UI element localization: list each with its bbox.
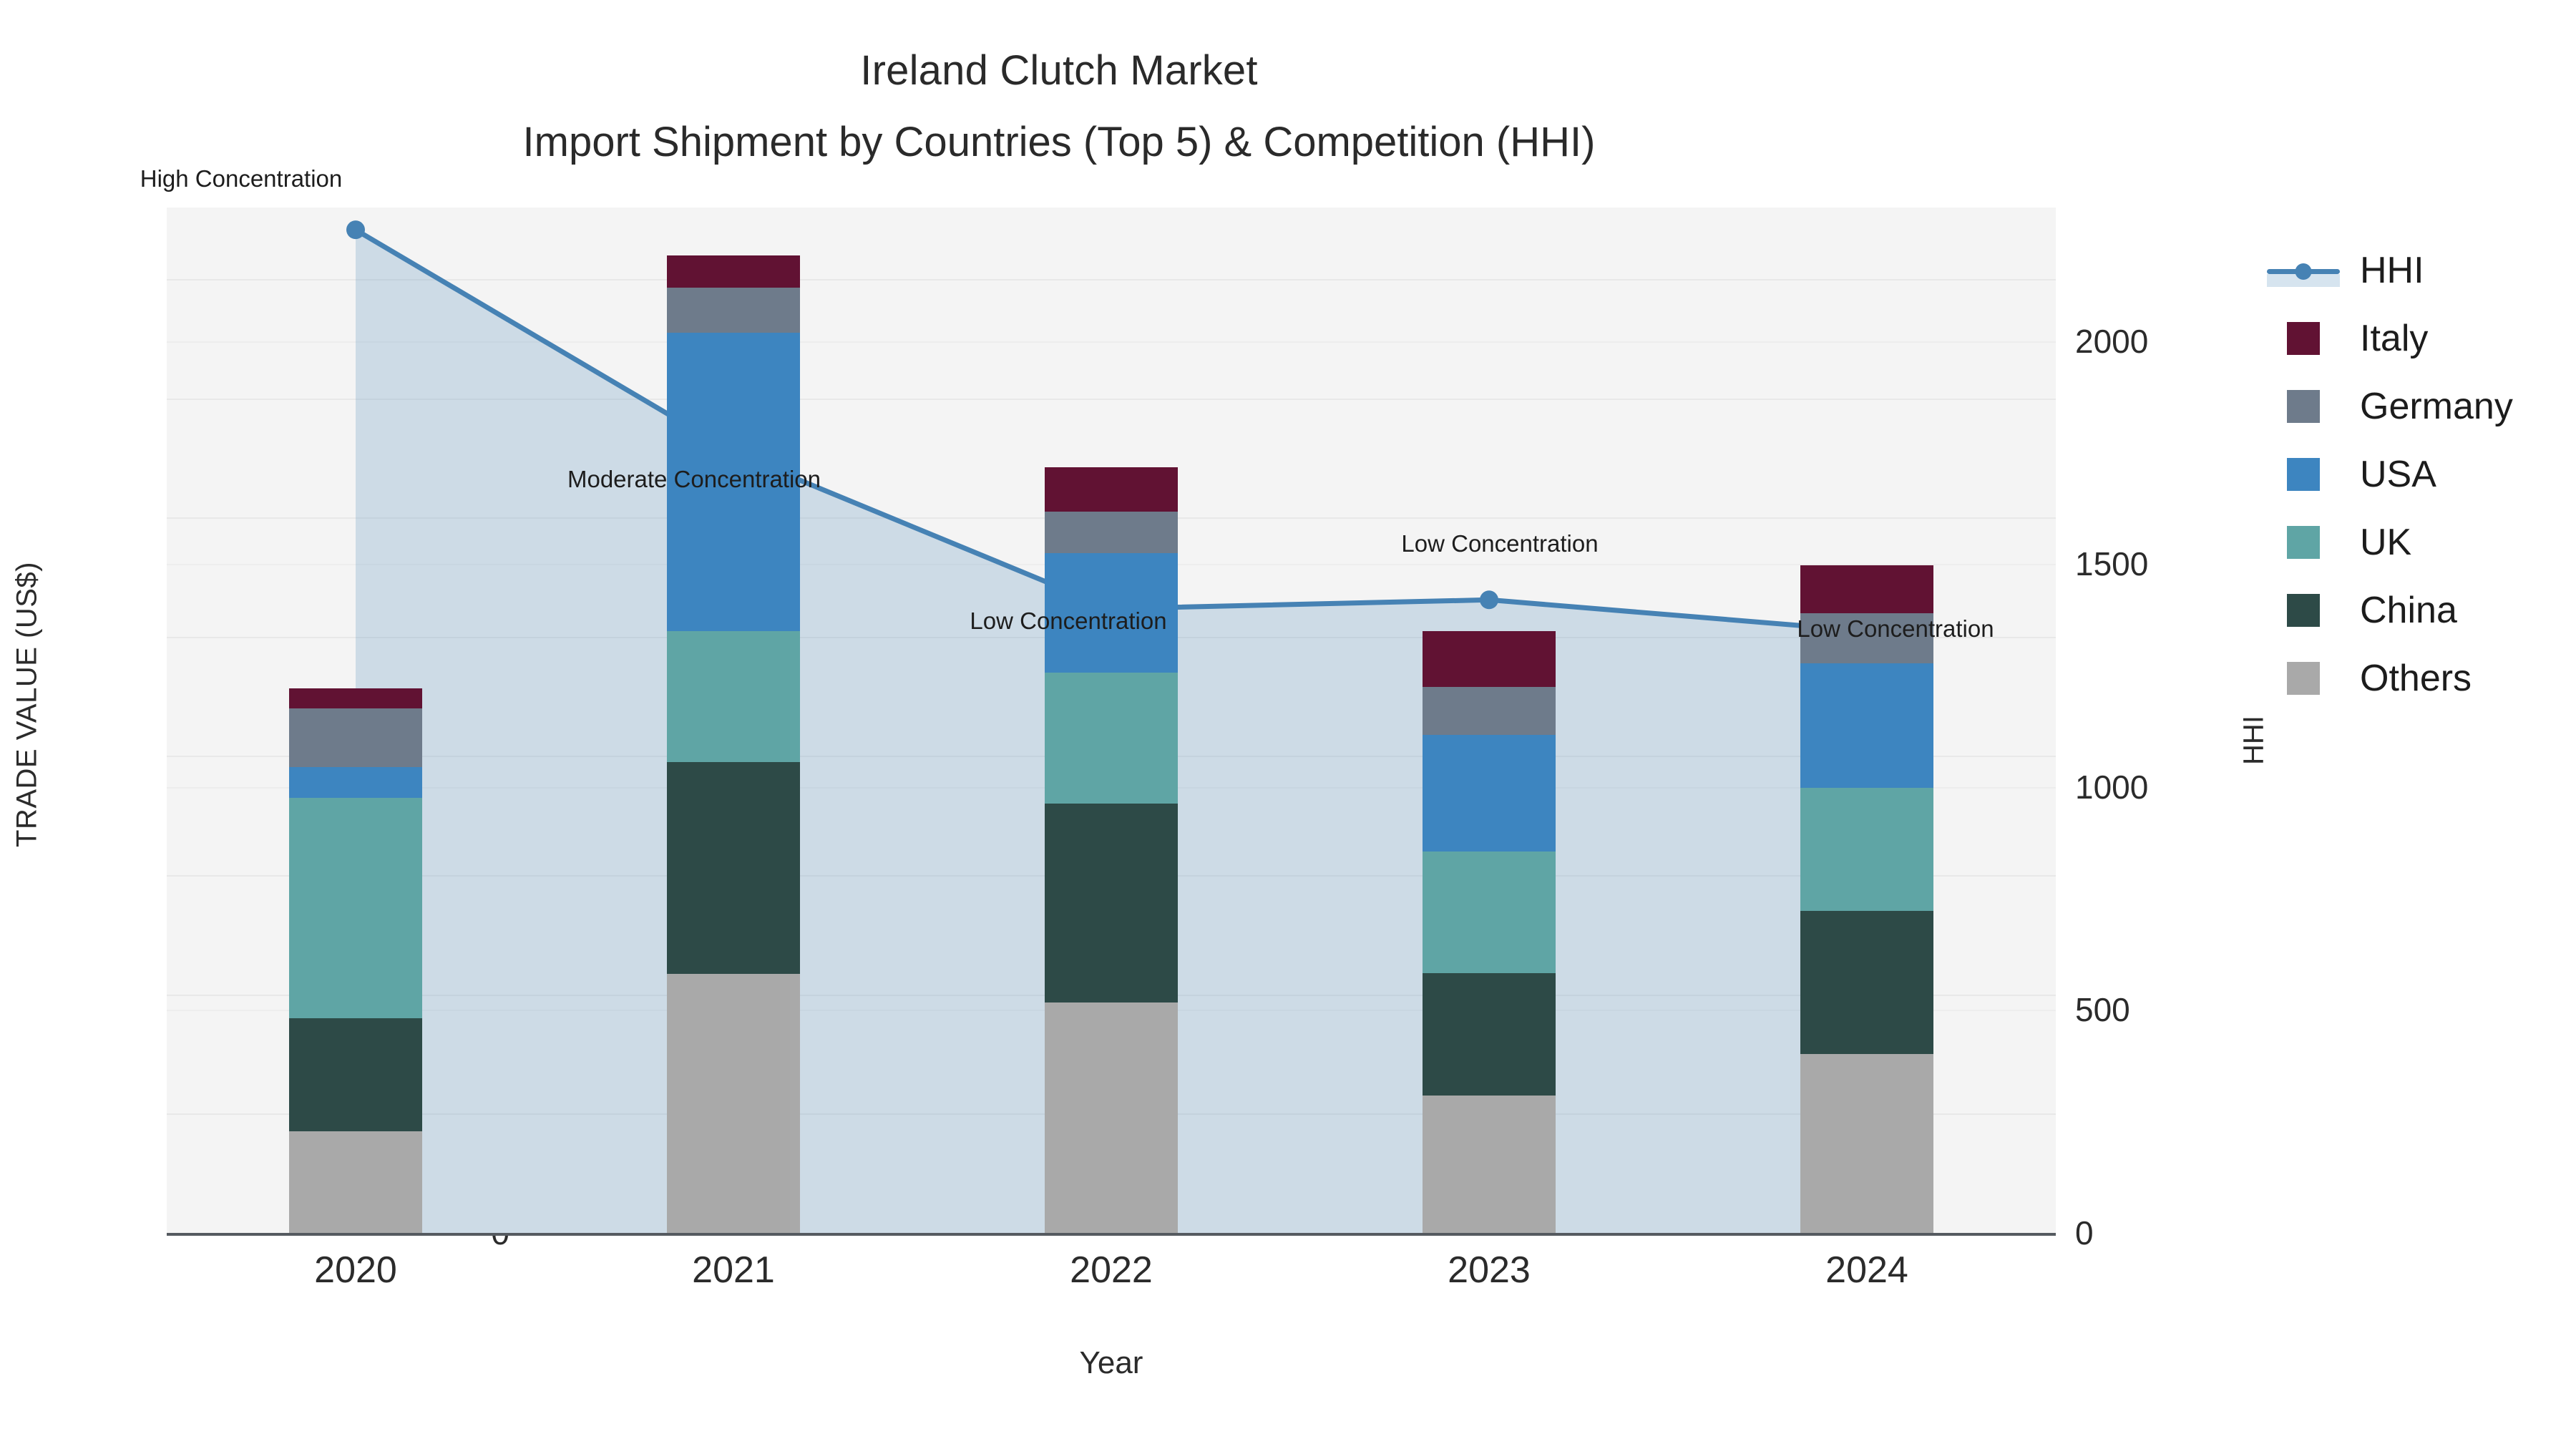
legend-swatch-icon: [2261, 589, 2346, 632]
color-swatch: [2287, 457, 2320, 491]
y-axis-left-title: TRADE VALUE (US$): [11, 562, 43, 847]
bar-segment[interactable]: [667, 761, 800, 975]
bar-segment[interactable]: [1800, 613, 1933, 663]
bar-segment[interactable]: [1045, 1002, 1178, 1233]
bar-segment[interactable]: [1045, 804, 1178, 1003]
legend-swatch-icon: [2261, 317, 2346, 360]
bar-segment[interactable]: [1423, 851, 1556, 973]
bar-segment[interactable]: [289, 1018, 422, 1132]
bar-segment[interactable]: [1045, 672, 1178, 804]
bar-segment[interactable]: [289, 797, 422, 1019]
bar-segment[interactable]: [289, 688, 422, 708]
legend-item-usa[interactable]: USA: [2261, 440, 2569, 508]
y-axis-right-tick-label: 2000: [2075, 322, 2149, 360]
color-swatch: [2287, 525, 2320, 559]
hhi-marker-legend-dot-icon: [2295, 263, 2312, 280]
legend-item-uk[interactable]: UK: [2261, 508, 2569, 576]
legend-item-china[interactable]: China: [2261, 576, 2569, 644]
x-axis-title: Year: [1079, 1345, 1143, 1380]
bar-segment[interactable]: [1423, 686, 1556, 735]
legend-item-germany[interactable]: Germany: [2261, 372, 2569, 440]
bar-segment[interactable]: [1800, 565, 1933, 613]
hhi-line-legend-key-icon: [2261, 249, 2346, 292]
annotations-layer: High Concentration Moderate Concentration…: [140, 165, 2056, 1233]
hhi-annotation-label: High Concentration: [140, 165, 343, 192]
chart-title-block: Ireland Clutch Market Import Shipment by…: [0, 50, 2118, 163]
hhi-area-legend-swatch: [2267, 273, 2340, 287]
hhi-annotation-label: Moderate Concentration: [567, 465, 821, 492]
legend-item-label: Italy: [2360, 317, 2429, 359]
bar-segment[interactable]: [1423, 1096, 1556, 1233]
y-axis-right-tick-label: 500: [2075, 991, 2130, 1029]
bar-segment[interactable]: [1800, 911, 1933, 1055]
plot-area: High Concentration Moderate Concentration…: [140, 165, 2056, 1234]
legend-item-label: Others: [2360, 657, 2472, 699]
stacked-bar[interactable]: [1045, 208, 1178, 1233]
x-axis-tick-label: 2020: [314, 1249, 397, 1291]
legend-item-label: UK: [2360, 521, 2412, 563]
bar-segment[interactable]: [1423, 734, 1556, 852]
legend-item-label: USA: [2360, 453, 2436, 495]
bar-segment[interactable]: [1045, 511, 1178, 554]
stacked-bar[interactable]: [667, 208, 800, 1233]
x-axis-tick-label: 2021: [692, 1249, 775, 1291]
stacked-bar[interactable]: [289, 208, 422, 1233]
bar-segment[interactable]: [667, 974, 800, 1233]
chart-title-secondary: Import Shipment by Countries (Top 5) & C…: [522, 119, 1596, 165]
y-axis-right-tick-label: 0: [2075, 1214, 2094, 1252]
x-axis-tick-label: 2022: [1070, 1249, 1153, 1291]
stacked-bar[interactable]: [1423, 208, 1556, 1233]
bar-segment[interactable]: [289, 766, 422, 798]
bar-segment[interactable]: [1800, 788, 1933, 912]
chart-title-primary: Ireland Clutch Market: [860, 47, 1258, 94]
bar-segment[interactable]: [289, 1131, 422, 1233]
legend-item-label: HHI: [2360, 249, 2424, 291]
bar-segment[interactable]: [667, 287, 800, 333]
bar-segment[interactable]: [667, 255, 800, 288]
y-axis-right-tick-label: 1000: [2075, 768, 2149, 806]
bar-segment[interactable]: [1045, 553, 1178, 673]
legend-swatch-icon: [2261, 521, 2346, 564]
hhi-annotation-label: Low Concentration: [970, 607, 1167, 634]
legend-swatch-icon: [2261, 385, 2346, 428]
x-axis-tick-label: 2024: [1825, 1249, 1908, 1291]
legend-swatch-icon: [2261, 657, 2346, 700]
bar-segment[interactable]: [1800, 663, 1933, 789]
legend-swatch-icon: [2261, 453, 2346, 496]
bar-segment[interactable]: [1045, 467, 1178, 512]
stacked-bar[interactable]: [1800, 208, 1933, 1233]
bar-segment[interactable]: [1423, 972, 1556, 1096]
stacked-bars-layer: [167, 208, 2056, 1233]
legend-item-italy[interactable]: Italy: [2261, 304, 2569, 372]
legend-item-others[interactable]: Others: [2261, 644, 2569, 712]
bar-segment[interactable]: [667, 332, 800, 631]
bar-segment[interactable]: [289, 708, 422, 767]
x-axis-tick-label: 2023: [1448, 1249, 1531, 1291]
bar-segment[interactable]: [667, 630, 800, 762]
hhi-annotation-label: Low Concentration: [1401, 530, 1599, 557]
color-swatch: [2287, 661, 2320, 695]
color-swatch: [2287, 321, 2320, 355]
chart-legend: HHI Italy Germany USA UK China Others: [2261, 236, 2569, 712]
x-axis-line: [167, 1233, 2056, 1236]
bar-segment[interactable]: [1423, 630, 1556, 687]
color-swatch: [2287, 593, 2320, 627]
hhi-annotation-label: Low Concentration: [1797, 615, 1994, 642]
legend-item-hhi[interactable]: HHI: [2261, 236, 2569, 304]
legend-item-label: Germany: [2360, 385, 2513, 427]
color-swatch: [2287, 389, 2320, 423]
bar-segment[interactable]: [1800, 1054, 1933, 1233]
legend-item-label: China: [2360, 589, 2457, 631]
y-axis-right-tick-label: 1500: [2075, 545, 2149, 583]
